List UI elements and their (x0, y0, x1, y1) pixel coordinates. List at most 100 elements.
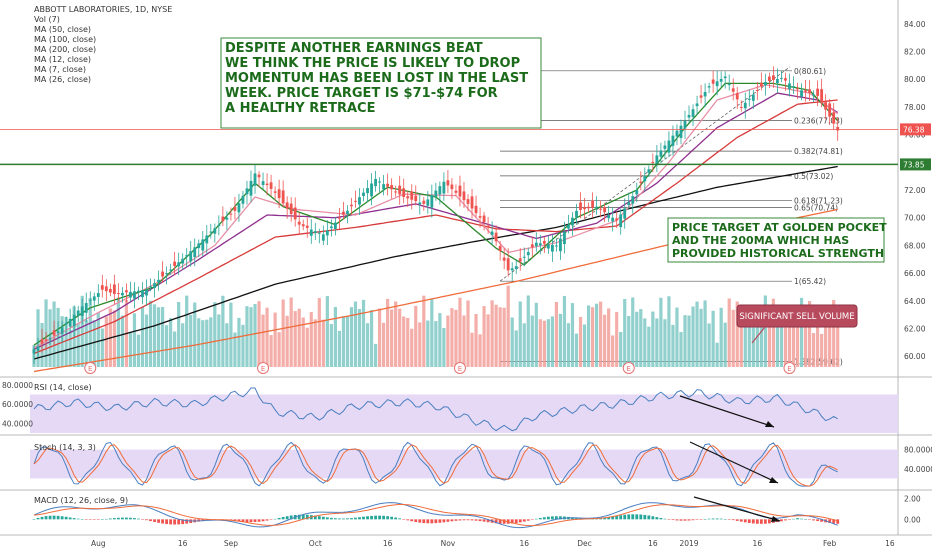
volume-bar (369, 310, 374, 367)
volume-bar (647, 326, 651, 367)
volume-bar (148, 300, 153, 367)
volume-bar (771, 298, 776, 367)
candle-body (530, 244, 534, 248)
macd-histogram-bar (418, 519, 422, 523)
earnings-marker[interactable] (453, 362, 466, 374)
macd-label: MACD (12, 26, close, 9) (34, 496, 128, 505)
candle-body (249, 180, 253, 196)
candle-body (313, 231, 317, 234)
candle-body (48, 338, 52, 340)
macd-histogram-bar (450, 519, 454, 522)
macd-histogram-bar (542, 517, 546, 520)
macd-histogram-bar (619, 515, 623, 520)
volume-bar (297, 308, 301, 367)
price-tick-label: 64.00 (904, 297, 926, 306)
macd-histogram-bar (687, 519, 691, 521)
volume-bar (751, 327, 755, 367)
candle-body (555, 245, 558, 247)
candle-body (32, 349, 36, 354)
candle-body (346, 210, 349, 215)
pane-frames (0, 0, 932, 536)
volume-bar (482, 306, 486, 367)
sell-volume-text: SIGNIFICANT SELL VOLUME (739, 312, 854, 322)
volume-bar (160, 306, 165, 367)
candle-body (784, 78, 787, 81)
volume-bar (426, 320, 430, 367)
candle-body (189, 251, 193, 262)
macd-histogram-bar (607, 517, 611, 520)
candle-body (559, 238, 562, 252)
candle-body (233, 206, 237, 211)
volume-bar (462, 315, 466, 367)
candle-body (647, 169, 651, 173)
volume-bar (357, 309, 362, 367)
volume-bar (72, 306, 76, 367)
stoch-tick-label: 40.0000 (904, 465, 932, 474)
thesis-line-2: WE THINK THE PRICE IS LIKELY TO DROP (225, 56, 520, 71)
macd-histogram-bar (731, 519, 735, 521)
legend-ma100: MA (100, close) (34, 35, 96, 44)
volume-bar (104, 316, 108, 367)
candle-body (767, 76, 771, 81)
candle-body (325, 230, 329, 236)
macd-histogram-bar (277, 517, 281, 520)
volume-bar (253, 304, 257, 367)
earnings-marker[interactable] (84, 362, 97, 374)
volume-bar (269, 335, 273, 367)
candle-body (607, 214, 611, 219)
time-tick-label: 16 (648, 539, 658, 548)
macd-histogram-bar (157, 519, 160, 523)
support-tag (900, 158, 931, 171)
volume-bar (663, 319, 667, 367)
thesis-annotation: DESPITE ANOTHER EARNINGS BEAT WE THINK T… (220, 37, 542, 129)
volume-bar (731, 309, 735, 367)
candle-body (792, 86, 795, 88)
macd-histogram-bar (245, 519, 249, 523)
macd-histogram-bar (494, 519, 498, 524)
macd-histogram-bar (707, 518, 711, 520)
volume-bar (422, 295, 426, 367)
volume-bar (197, 318, 201, 367)
macd-histogram-bar (739, 519, 743, 522)
candle-body (80, 306, 84, 316)
stoch-k-line (33, 441, 838, 487)
macd-histogram-bar (108, 518, 112, 520)
candle-body (378, 181, 381, 183)
earnings-marker[interactable] (622, 362, 635, 374)
volume-bar (494, 304, 498, 367)
candle-body (257, 174, 261, 178)
candle-body (631, 196, 635, 204)
legend-ma200: MA (200, close) (34, 45, 96, 54)
candle-body (321, 234, 325, 241)
macd-histogram-bar (104, 518, 108, 520)
candle-body (498, 246, 502, 251)
macd-histogram-bar (149, 519, 152, 522)
candle-body (832, 112, 836, 124)
macd-histogram-bar (571, 517, 574, 520)
macd-histogram-bar (141, 519, 144, 520)
candle-body (502, 257, 506, 261)
candle-body (241, 195, 245, 204)
fib-label: 0.618(71.23) (794, 197, 843, 206)
macd-histogram-bar (438, 519, 442, 523)
volume-bar (679, 331, 683, 367)
candle-body (583, 207, 586, 210)
macd-histogram-bar (800, 518, 803, 520)
macd-histogram-bar (538, 517, 542, 520)
volume-bar (365, 323, 370, 367)
earnings-marker[interactable] (783, 362, 796, 374)
earnings-marker[interactable] (257, 362, 270, 374)
price-tick-label: 82.00 (904, 48, 926, 57)
price-levels (0, 129, 898, 166)
macd-histogram-bar (358, 517, 361, 520)
candle-body (406, 196, 410, 199)
volume-bar (703, 300, 707, 367)
volume-bar (506, 285, 510, 367)
legend-ma7: MA (7, close) (34, 65, 86, 74)
time-tick-label: 16 (885, 539, 895, 548)
macd-histogram-bar (559, 516, 562, 520)
macd-histogram-bar (631, 514, 635, 520)
volume-bar (144, 314, 149, 367)
